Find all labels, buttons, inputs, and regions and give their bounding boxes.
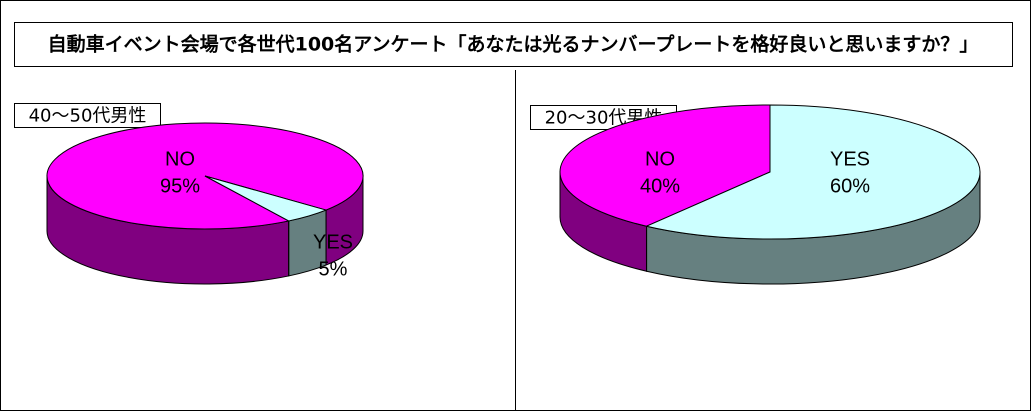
data-label-value: 5% xyxy=(319,258,348,280)
data-label-value: 40% xyxy=(640,175,680,197)
data-label-category: YES xyxy=(313,231,353,253)
pie-slice xyxy=(204,175,328,222)
pie-slice xyxy=(559,104,771,227)
chart-title-box xyxy=(14,103,161,128)
data-label-value: 95% xyxy=(160,175,200,197)
page-title: 自動車イベント会場で各世代100名アンケート「あなたは光るナンバープレートを格好… xyxy=(48,33,979,56)
data-label-category: NO xyxy=(645,148,675,170)
pie-slice xyxy=(644,104,981,240)
data-label-category: YES xyxy=(830,148,870,170)
data-label-category: NO xyxy=(165,148,195,170)
title-box xyxy=(14,22,1013,67)
chart-title: 40～50代男性 xyxy=(29,106,147,127)
data-label-value: 60% xyxy=(830,175,870,197)
